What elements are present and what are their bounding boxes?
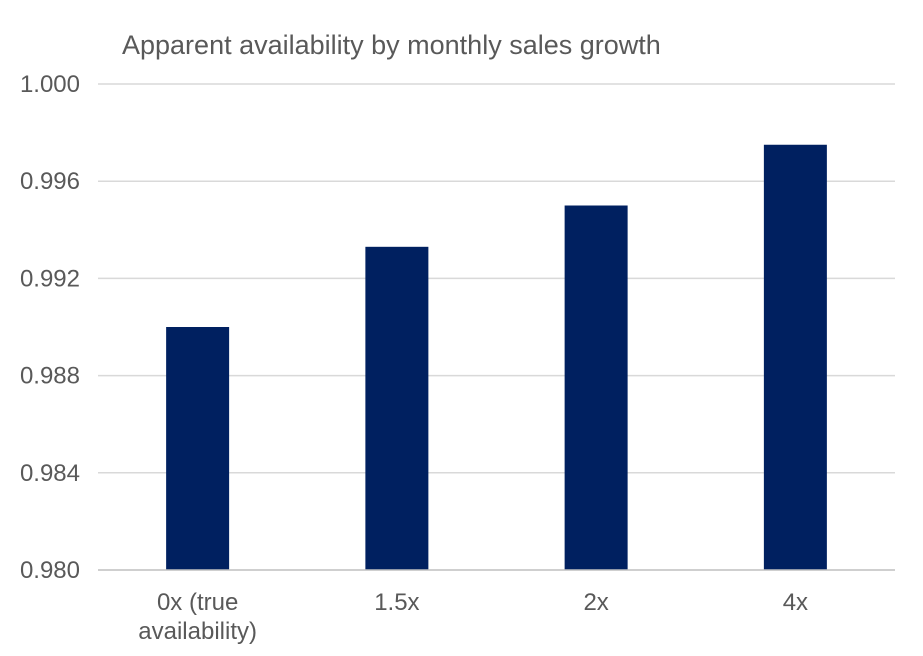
- bar: [166, 327, 230, 570]
- bars: [166, 144, 827, 570]
- bar: [763, 144, 827, 570]
- x-tick-label: 4x: [783, 589, 808, 616]
- y-tick-label: 0.988: [20, 363, 80, 390]
- x-tick-label: 2x: [583, 589, 608, 616]
- y-tick-label: 1.000: [20, 71, 80, 98]
- bar: [564, 205, 628, 570]
- x-axis-tick-labels: 0x (true availability) 1.5x 2x 4x: [138, 589, 808, 645]
- y-tick-label: 0.980: [20, 557, 80, 584]
- y-tick-label: 0.996: [20, 168, 80, 195]
- y-tick-label: 0.992: [20, 265, 80, 292]
- bar: [365, 246, 429, 570]
- chart-title: Apparent availability by monthly sales g…: [122, 30, 661, 60]
- x-tick-label: 0x (true availability): [138, 589, 257, 645]
- gridlines: [98, 83, 895, 474]
- y-axis-tick-labels: 1.000 0.996 0.992 0.988 0.984 0.980: [20, 71, 80, 584]
- y-tick-label: 0.984: [20, 460, 80, 487]
- x-tick-label: 1.5x: [374, 589, 419, 616]
